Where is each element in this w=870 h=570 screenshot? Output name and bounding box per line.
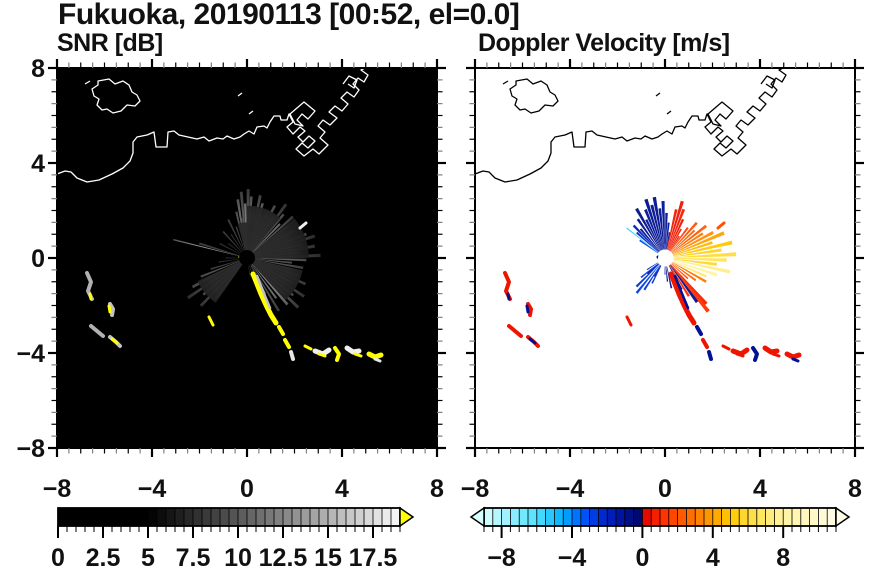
snr-colorbar-tick-label: 2.5: [86, 544, 121, 570]
snr-panel-title: SNR [dB]: [57, 29, 163, 57]
vel-colorbar-tick-label: −4: [558, 544, 587, 570]
vel-colorbar: −8 −4 0 4 8: [469, 506, 851, 570]
snr-colorbar: 0 2.5 5 7.5 10 12.5 15 17.5: [51, 506, 415, 570]
radar-origin-marker: [658, 251, 672, 265]
snr-x-tick-label: −8: [43, 475, 72, 503]
snr-y-tick-label: 4: [31, 150, 45, 178]
snr-panel: −8 −4 0 4 8 8 4 0 −4 −8: [16, 55, 446, 503]
snr-colorbar-tick-label: 0: [51, 544, 65, 570]
snr-y-tick-label: 0: [31, 245, 45, 273]
vel-x-tick-label: 0: [658, 475, 672, 503]
snr-y-tick-label: −8: [16, 435, 45, 463]
snr-x-tick-label: 0: [240, 475, 254, 503]
vel-colorbar-overflow-arrow: [835, 506, 851, 528]
figure-title: Fukuoka, 20190113 [00:52, el=0.0]: [58, 0, 520, 31]
snr-colorbar-tick-label: 17.5: [349, 544, 398, 570]
vel-axis-ticks: [466, 59, 864, 457]
vel-colorbar-underflow-arrow: [469, 506, 485, 528]
vel-x-tick-label: 4: [753, 475, 767, 503]
vel-x-tick-label: −8: [461, 475, 490, 503]
vel-x-tick-label: 8: [848, 475, 862, 503]
snr-colorbar-tick-label: 10: [224, 544, 252, 570]
snr-axis-ticks: [48, 59, 446, 457]
doppler-panel-title: Doppler Velocity [m/s]: [478, 29, 730, 57]
snr-colorbar-tick-label: 7.5: [176, 544, 211, 570]
radar-origin-marker: [239, 250, 255, 266]
vel-coastline: [475, 68, 787, 183]
vel-colorbar-tick-label: 8: [776, 544, 790, 570]
snr-colorbar-tick-label: 5: [141, 544, 155, 570]
vel-x-tick-label: −4: [556, 475, 585, 503]
snr-x-tick-label: −4: [138, 475, 167, 503]
snr-colorbar-overflow-arrow: [399, 506, 415, 528]
vel-clutter-echoes: [503, 221, 802, 363]
snr-colorbar-tick-label: 15: [314, 544, 342, 570]
vel-panel: −8 −4 0 4 8: [461, 59, 864, 503]
snr-colorbar-tick-label: 12.5: [259, 544, 308, 570]
snr-coastline: [57, 68, 369, 183]
snr-y-tick-label: −4: [16, 340, 45, 368]
vel-colorbar-tick-label: 4: [706, 544, 720, 570]
snr-clutter-echoes: [85, 221, 384, 363]
snr-x-tick-label: 4: [335, 475, 349, 503]
vel-colorbar-tick-label: 0: [635, 544, 649, 570]
vel-colorbar-tick-label: −8: [487, 544, 516, 570]
snr-x-tick-label: 8: [430, 475, 444, 503]
snr-y-tick-label: 8: [31, 55, 45, 83]
